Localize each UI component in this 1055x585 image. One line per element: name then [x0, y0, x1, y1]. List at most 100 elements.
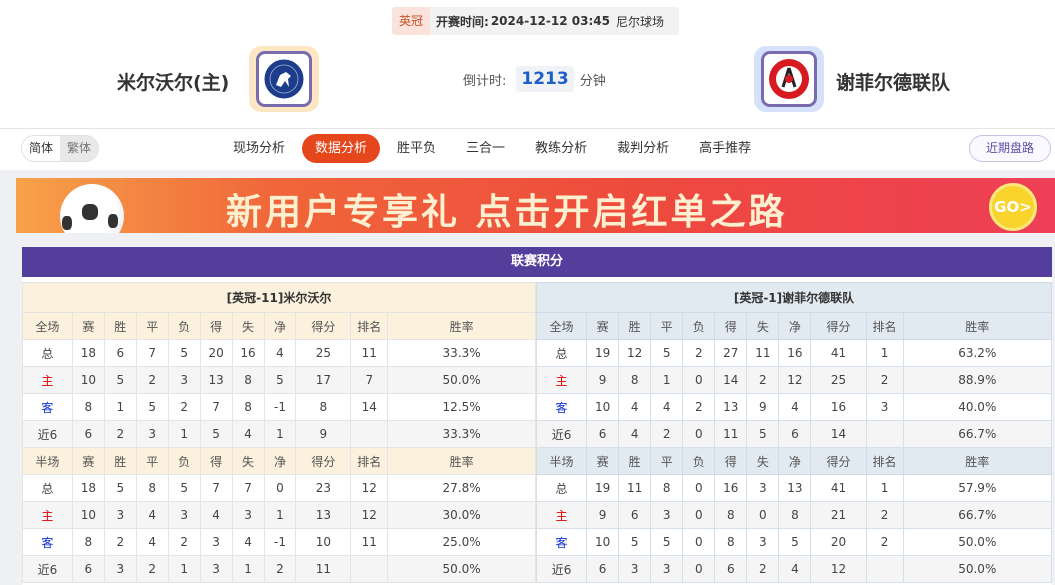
column-header: 净 [778, 447, 812, 475]
promo-banner[interactable]: 新用户专享礼 点击开启红单之路 GO> [16, 178, 1055, 233]
tab-5[interactable]: 裁判分析 [617, 141, 670, 156]
row-label: 近6 [535, 420, 588, 448]
cell: 8 [71, 528, 105, 556]
table-row: 主 9 6 3 0 8 0 8 21 2 66.7% [535, 501, 1053, 529]
column-header: 得分 [295, 447, 352, 475]
table-row: 总 18 6 7 5 20 16 4 25 11 33.3% [22, 339, 536, 367]
cell: 57.9% [902, 474, 1053, 502]
column-header: 胜率 [902, 447, 1053, 475]
tab-6[interactable]: 高手推荐 [699, 141, 752, 156]
column-header: 平 [135, 312, 169, 340]
cell: 16 [231, 339, 265, 367]
cell: 3 [199, 528, 233, 556]
cell: -1 [263, 528, 297, 556]
countdown-label: 倒计时: [463, 73, 507, 89]
cell: 33.3% [387, 420, 536, 448]
cell: 41 [810, 339, 867, 367]
cell: 66.7% [902, 420, 1053, 448]
cell: 1 [865, 339, 904, 367]
table-row: 主 9 8 1 0 14 2 12 25 2 88.9% [535, 366, 1053, 394]
standings-panel: 联赛积分 [英冠-11]米尔沃尔 全场赛胜平负得失净得分 排名 胜率总 18 6 7 5 20 1… [22, 247, 1053, 585]
cell: 11 [350, 339, 389, 367]
away-team-name[interactable]: 谢菲尔德联队 [836, 72, 951, 94]
column-header: 平 [135, 447, 169, 475]
full-header-row: 全场赛胜平负得失净得分 排名 胜率 [535, 312, 1053, 340]
match-info-bar: 英冠 开赛时间: 2024-12-12 03:45 尼尔球场 [392, 7, 679, 35]
cell: 11 [746, 339, 780, 367]
table-row: 近6 6 3 2 1 3 1 2 11 50.0% [22, 555, 536, 583]
go-button[interactable]: GO> [989, 183, 1037, 231]
column-header: 胜率 [387, 447, 536, 475]
tab-0[interactable]: 现场分析 [233, 141, 286, 156]
lang-simplified[interactable]: 简体 [29, 141, 54, 155]
column-header: 得分 [810, 447, 867, 475]
half-header-row: 半场赛胜平负得失净得分 排名 胜率 [535, 447, 1053, 475]
cell: 40.0% [902, 393, 1053, 421]
cell: 6 [71, 555, 105, 583]
cell: 5 [650, 528, 684, 556]
cell: 1 [263, 420, 297, 448]
column-header: 负 [167, 312, 201, 340]
league-badge[interactable]: 英冠 [392, 7, 431, 35]
cell: 16 [714, 474, 748, 502]
cell: 63.2% [902, 339, 1053, 367]
cell: 5 [135, 393, 169, 421]
cell: 6 [586, 555, 620, 583]
cell: 4 [231, 528, 265, 556]
tab-1[interactable]: 数据分析 [302, 134, 381, 163]
table-row: 主 10 3 4 3 4 3 1 13 12 30.0% [22, 501, 536, 529]
venue: 尼尔球场 [615, 14, 664, 29]
cell: 14 [350, 393, 389, 421]
cell: 1 [865, 474, 904, 502]
cell: 1 [167, 420, 201, 448]
cell: 8 [231, 393, 265, 421]
table-row: 客 10 4 4 2 13 9 4 16 3 40.0% [535, 393, 1053, 421]
cell: 10 [295, 528, 352, 556]
home-team-name[interactable]: 米尔沃尔(主) [117, 72, 230, 94]
cell: 2 [746, 366, 780, 394]
cell: 4 [778, 555, 812, 583]
cell: 33.3% [387, 339, 536, 367]
team-rank-label: [英冠-1]谢菲尔德联队 [536, 282, 1052, 313]
cell: 2 [682, 393, 716, 421]
column-header: 胜 [103, 312, 137, 340]
cell: 11 [295, 555, 352, 583]
column-header: 胜率 [387, 312, 536, 340]
home-team-logo[interactable] [249, 46, 319, 112]
cell: 8 [71, 393, 105, 421]
cell: -1 [263, 393, 297, 421]
row-label: 近6 [22, 555, 73, 583]
cell: 7 [199, 474, 233, 502]
cell: 3 [103, 501, 137, 529]
cell: 11 [350, 528, 389, 556]
column-header: 净 [263, 447, 297, 475]
cell: 12.5% [387, 393, 536, 421]
cell: 50.0% [387, 555, 536, 583]
table-row: 总 19 12 5 2 27 11 16 41 1 63.2% [535, 339, 1053, 367]
cell: 2 [865, 528, 904, 556]
recent-odds-button[interactable]: 近期盘路 [969, 135, 1051, 162]
row-label: 总 [535, 339, 588, 367]
column-header: 胜 [103, 447, 137, 475]
cell [350, 420, 389, 448]
away-standings-table: [英冠-1]谢菲尔德联队 全场赛胜平负得失净得分 排名 胜率总 19 12 5 2 27 11 16… [535, 282, 1053, 583]
tab-3[interactable]: 三合一 [466, 141, 506, 156]
column-header: 排名 [865, 447, 904, 475]
cell: 2 [682, 339, 716, 367]
cell: 17 [295, 366, 352, 394]
column-header: 平 [650, 447, 684, 475]
countdown-value: 1213 [516, 66, 574, 92]
cell: 9 [586, 366, 620, 394]
language-toggle: 简体 繁体 [21, 135, 100, 162]
cell: 2 [103, 420, 137, 448]
tab-4[interactable]: 教练分析 [535, 141, 588, 156]
cell: 50.0% [902, 528, 1053, 556]
cell: 3 [746, 474, 780, 502]
cell: 9 [586, 501, 620, 529]
away-team-logo[interactable] [754, 46, 824, 112]
tab-2[interactable]: 胜平负 [397, 141, 437, 156]
cell: 6 [778, 420, 812, 448]
cell: 2 [865, 501, 904, 529]
cell: 4 [618, 420, 652, 448]
lang-traditional[interactable]: 繁体 [60, 136, 99, 161]
